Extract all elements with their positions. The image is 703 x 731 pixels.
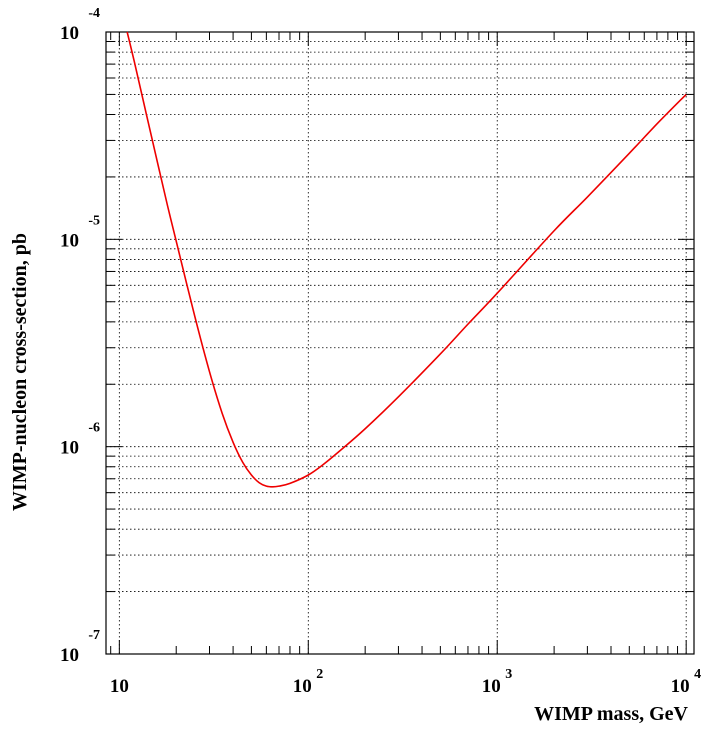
y-tick-exponent: -7 bbox=[88, 628, 100, 643]
y-tick-exponent: -4 bbox=[88, 6, 100, 21]
plot-frame bbox=[105, 31, 695, 655]
x-tick-exponent: 2 bbox=[316, 667, 323, 682]
y-tick-label: 10 bbox=[60, 23, 79, 44]
y-tick-label: 10 bbox=[60, 438, 79, 459]
tick-layer bbox=[106, 31, 694, 655]
y-tick-label: 10 bbox=[60, 230, 79, 251]
tick-label-layer: 10 10 2 10 3 10 4 10 -4 10 -5 10 -6 10 -7 bbox=[60, 6, 701, 697]
y-tick-exponent: -5 bbox=[88, 213, 100, 228]
series-layer bbox=[126, 31, 687, 488]
cross-section-curve bbox=[126, 31, 687, 488]
x-tick-label: 10 bbox=[482, 676, 501, 697]
x-tick-exponent: 3 bbox=[505, 667, 512, 682]
y-tick-label: 10 bbox=[60, 645, 79, 666]
x-tick-label: 10 bbox=[671, 676, 690, 697]
x-tick-exponent: 4 bbox=[694, 667, 701, 682]
x-axis-title: WIMP mass, GeV bbox=[534, 703, 688, 725]
x-tick-label: 10 bbox=[110, 676, 129, 697]
x-tick-label: 10 bbox=[293, 676, 312, 697]
y-axis-title: WIMP-nucleon cross-section, pb bbox=[9, 233, 31, 511]
y-tick-exponent: -6 bbox=[88, 421, 100, 436]
grid-layer bbox=[106, 32, 694, 654]
